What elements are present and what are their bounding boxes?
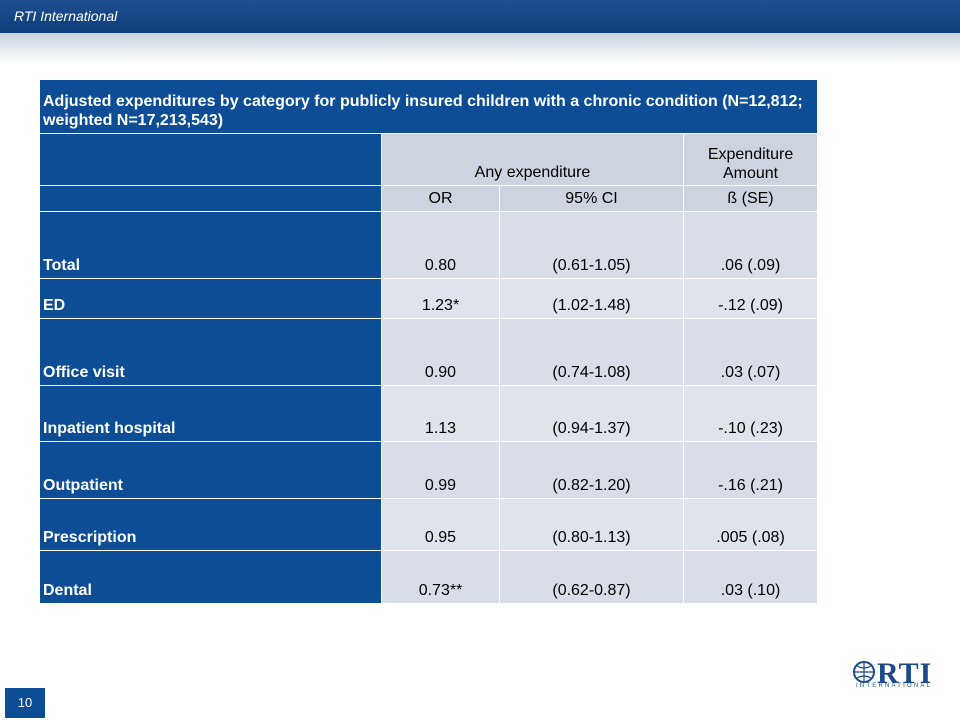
- beta-value: -.16 (.21): [682, 441, 819, 499]
- row-label: Dental: [39, 550, 382, 604]
- or-value: 1.23*: [381, 278, 500, 319]
- globe-icon: [853, 661, 875, 683]
- or-value: 0.73**: [381, 550, 500, 604]
- beta-value: .03 (.10): [682, 550, 819, 604]
- table-title-row: Adjusted expenditures by category for pu…: [38, 79, 819, 134]
- row-label: Inpatient hospital: [39, 385, 382, 442]
- beta-value: -.10 (.23): [682, 385, 819, 442]
- or-value: 0.95: [381, 498, 500, 551]
- ci-value: (0.61-1.05): [499, 211, 684, 279]
- beta-value: .06 (.09): [682, 211, 819, 279]
- beta-value: .005 (.08): [682, 498, 819, 551]
- beta-se-header: ß (SE): [682, 185, 819, 212]
- sub-header-row: OR 95% CI ß (SE): [39, 185, 819, 212]
- ci-value: (0.62-0.87): [499, 550, 684, 604]
- table-row: Outpatient 0.99 (0.82-1.20) -.16 (.21): [39, 441, 819, 499]
- or-value: 0.80: [381, 211, 500, 279]
- empty-subheader-cell: [39, 185, 382, 212]
- or-value: 0.99: [381, 441, 500, 499]
- header-gradient-band: [0, 33, 960, 63]
- row-label: Prescription: [39, 498, 382, 551]
- or-value: 1.13: [381, 385, 500, 442]
- or-value: 0.90: [381, 318, 500, 386]
- ci-value: (0.94-1.37): [499, 385, 684, 442]
- row-label: Office visit: [39, 318, 382, 386]
- table-title: Adjusted expenditures by category for pu…: [38, 79, 819, 134]
- table-row: Office visit 0.90 (0.74-1.08) .03 (.07): [39, 318, 819, 386]
- ci-value: (1.02-1.48): [499, 278, 684, 319]
- beta-value: .03 (.07): [682, 318, 819, 386]
- page-number: 10: [5, 688, 45, 718]
- ci-header: 95% CI: [499, 185, 684, 212]
- table-row: Prescription 0.95 (0.80-1.13) .005 (.08): [39, 498, 819, 551]
- org-label: RTI International: [14, 8, 118, 24]
- ci-value: (0.74-1.08): [499, 318, 684, 386]
- ci-value: (0.82-1.20): [499, 441, 684, 499]
- row-label: Total: [39, 211, 382, 279]
- or-header: OR: [381, 185, 500, 212]
- any-expenditure-header: Any expenditure: [381, 133, 684, 186]
- beta-value: -.12 (.09): [682, 278, 819, 319]
- empty-header-cell: [39, 133, 382, 186]
- ci-value: (0.80-1.13): [499, 498, 684, 551]
- expenditure-amount-header: Expenditure Amount: [682, 133, 819, 186]
- rti-logo: RTI INTERNATIONAL: [853, 657, 953, 691]
- logo-text: RTI: [877, 657, 933, 690]
- logo-subtext: INTERNATIONAL: [856, 683, 933, 689]
- table-row: ED 1.23* (1.02-1.48) -.12 (.09): [39, 278, 819, 319]
- table-row: Inpatient hospital 1.13 (0.94-1.37) -.10…: [39, 385, 819, 442]
- expenditures-table: Adjusted expenditures by category for pu…: [38, 79, 819, 604]
- group-header-row: Any expenditure Expenditure Amount: [39, 133, 819, 186]
- top-header-bar: RTI International: [0, 0, 960, 33]
- row-label: ED: [39, 278, 382, 319]
- row-label: Outpatient: [39, 441, 382, 499]
- table-row: Total 0.80 (0.61-1.05) .06 (.09): [39, 211, 819, 279]
- table-row: Dental 0.73** (0.62-0.87) .03 (.10): [39, 550, 819, 604]
